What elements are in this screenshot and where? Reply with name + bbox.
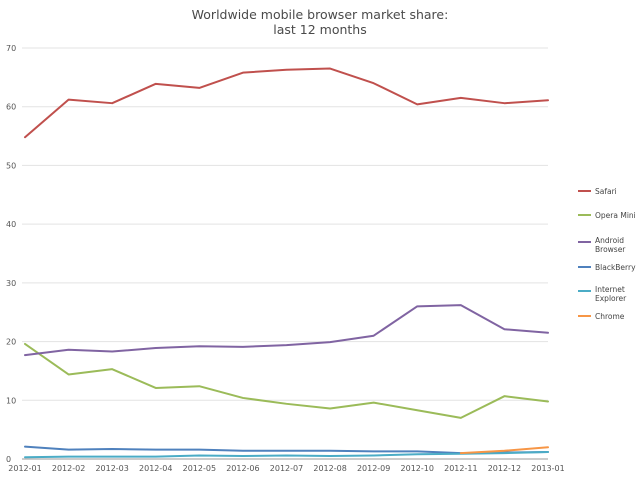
series-line-opera-mini [24, 342, 549, 419]
x-tick-label: 2012-06 [226, 464, 259, 473]
x-tick-label: 2012-07 [270, 464, 303, 473]
y-axis-ticks: 0 10 20 30 40 50 60 70 [6, 44, 16, 464]
legend-label-safari: Safari [595, 187, 617, 196]
series-lines [24, 67, 549, 459]
y-tick-label: 0 [6, 455, 11, 464]
y-tick-label: 50 [6, 161, 16, 170]
y-tick-label: 10 [6, 396, 16, 405]
chart-title-line-2: last 12 months [273, 22, 366, 37]
series-line-android-browser [24, 304, 549, 357]
series-line-safari [24, 67, 549, 139]
x-axis-ticks: 2012-01 2012-02 2012-03 2012-04 2012-05 2012-… [8, 464, 564, 473]
legend-label-internet-explorer: Internet Explorer [595, 285, 627, 303]
x-tick-label: 2012-08 [313, 464, 346, 473]
series-line-chrome [459, 446, 549, 455]
gridlines [22, 47, 548, 460]
x-tick-label: 2012-09 [357, 464, 390, 473]
y-tick-label: 30 [6, 279, 16, 288]
y-tick-label: 20 [6, 338, 16, 347]
x-tick-label: 2012-10 [401, 464, 434, 473]
legend-label-android-browser: Android Browser [595, 236, 626, 254]
y-tick-label: 40 [6, 220, 16, 229]
x-tick-label: 2012-12 [488, 464, 521, 473]
x-tick-label: 2012-02 [52, 464, 85, 473]
chart-title-line-1: Worldwide mobile browser market share: [192, 7, 449, 22]
y-tick-label: 70 [6, 44, 16, 53]
legend-label-blackberry: BlackBerry [595, 263, 636, 272]
x-tick-label: 2012-11 [444, 464, 477, 473]
y-tick-label: 60 [6, 103, 16, 112]
x-tick-label: 2012-04 [139, 464, 172, 473]
x-tick-label: 2013-01 [531, 464, 564, 473]
legend-label-chrome: Chrome [595, 312, 625, 321]
legend: Safari Opera Mini Android Browser BlackBerry… [578, 187, 636, 321]
legend-label-opera-mini: Opera Mini [595, 211, 636, 220]
x-tick-label: 2012-05 [183, 464, 216, 473]
x-tick-label: 2012-03 [95, 464, 128, 473]
x-tick-label: 2012-01 [8, 464, 41, 473]
